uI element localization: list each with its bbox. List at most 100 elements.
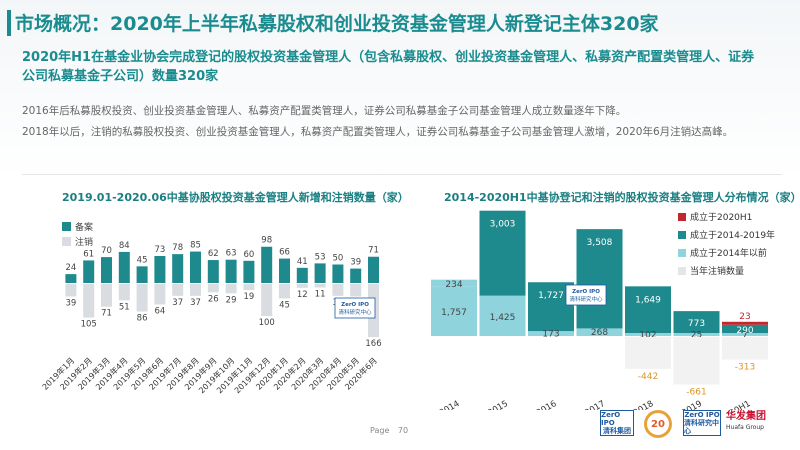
bar-before-2014 bbox=[576, 328, 623, 336]
data-label-cancel: -442 bbox=[638, 372, 658, 382]
data-label-before-2014: 25 bbox=[691, 331, 702, 341]
data-label-2014-2019: 773 bbox=[688, 319, 705, 329]
chart-logo-text: 清科研究中心 bbox=[569, 295, 603, 303]
legend-label: 成立于2020H1 bbox=[690, 211, 752, 223]
data-label-filing: 53 bbox=[315, 252, 326, 262]
bar-before-2014 bbox=[431, 286, 477, 336]
legend-swatch-filing bbox=[62, 222, 71, 231]
bar-2020h1 bbox=[722, 321, 768, 325]
data-label-filing: 66 bbox=[279, 248, 290, 258]
data-label-2014-2019: 1,727 bbox=[538, 291, 564, 301]
data-label-filing: 24 bbox=[65, 263, 76, 273]
x-tick-label: 2019 bbox=[680, 399, 704, 410]
bar-cancel bbox=[136, 284, 148, 312]
bar-before-2014 bbox=[625, 333, 671, 336]
chart-logo-frame bbox=[565, 284, 607, 306]
bar-filing bbox=[207, 260, 219, 283]
legend-swatch bbox=[678, 267, 686, 275]
bar-cancel bbox=[350, 284, 362, 297]
data-label-cancel: 86 bbox=[137, 314, 148, 324]
x-tick-label: 2014 bbox=[438, 399, 462, 410]
page-number: 70 bbox=[397, 426, 409, 435]
bar-cancel bbox=[261, 284, 273, 316]
x-tick-label: 2020H1 bbox=[719, 399, 753, 410]
data-label-cancel: 51 bbox=[119, 302, 130, 312]
bar-filing bbox=[172, 254, 184, 283]
page-title: 市场概况：2020年上半年私募股权和创业投资基金管理人新登记主体320家 bbox=[15, 13, 659, 35]
header-background bbox=[0, 0, 800, 180]
data-label-cancel: 105 bbox=[81, 320, 97, 330]
data-label-2014-2019: 290 bbox=[736, 326, 753, 336]
bar-2014-2019 bbox=[722, 324, 768, 333]
title-accent-bar bbox=[7, 10, 11, 36]
bar-filing bbox=[118, 251, 130, 283]
data-label-filing: 70 bbox=[101, 246, 112, 256]
bar-before-2014 bbox=[479, 295, 526, 336]
data-label-cancel: 45 bbox=[279, 300, 290, 310]
data-label-cancel: 37 bbox=[190, 298, 201, 308]
data-label-before-2014: 1,425 bbox=[490, 313, 516, 323]
bar-before-2014 bbox=[528, 331, 574, 336]
data-label-cancel: 100 bbox=[259, 318, 275, 328]
data-label-filing: 41 bbox=[297, 257, 308, 267]
bar-filing bbox=[279, 258, 290, 283]
data-label-filing: 84 bbox=[119, 241, 130, 251]
data-label-filing: 60 bbox=[243, 250, 254, 260]
data-label-cancel: 26 bbox=[208, 294, 219, 304]
bar-cancel bbox=[190, 284, 201, 296]
bar-cancel bbox=[279, 284, 290, 299]
x-tick-label: 2017 bbox=[583, 399, 607, 410]
chart-logo-text: ZerO IPO bbox=[572, 289, 600, 295]
chart-logo-frame bbox=[334, 297, 376, 319]
bar-cancel-stack bbox=[431, 279, 477, 287]
bar-filing bbox=[154, 255, 166, 283]
bar-cancel-negative bbox=[673, 337, 720, 385]
chart-logo-text: ZerO IPO bbox=[341, 302, 369, 308]
page-footer: Page 70 bbox=[370, 426, 408, 435]
legend-label-filing: 备案 bbox=[75, 221, 93, 233]
legend-swatch-cancel bbox=[62, 237, 71, 246]
bar-filing bbox=[136, 266, 148, 283]
data-label-2014-2019: 3,003 bbox=[490, 220, 516, 230]
bar-filing bbox=[243, 260, 255, 283]
data-label-filing: 39 bbox=[350, 258, 361, 268]
bar-cancel-negative bbox=[625, 337, 671, 369]
data-label-filing: 98 bbox=[261, 236, 272, 246]
section-divider bbox=[22, 174, 782, 175]
data-label-cancel: 29 bbox=[226, 295, 237, 305]
bar-cancel bbox=[83, 284, 95, 318]
data-label-filing: 61 bbox=[83, 249, 94, 259]
data-label-cancel: -661 bbox=[686, 388, 706, 398]
data-label-before-2014: 1,757 bbox=[441, 308, 467, 318]
data-label-before-2014: 102 bbox=[639, 331, 656, 341]
bar-2014-2019 bbox=[576, 229, 623, 329]
bar-filing bbox=[225, 259, 237, 283]
bar-filing bbox=[83, 260, 95, 283]
page-subtitle: 2020年H1在基金业协会完成登记的股权投资基金管理人（包含私募股权、创业投资基… bbox=[22, 50, 755, 84]
data-label-2020h1: 23 bbox=[739, 312, 750, 322]
bar-cancel bbox=[207, 284, 219, 293]
right-chart-title: 2014-2020H1中基协登记和注销的股权投资基金管理人分布情况（家） bbox=[444, 191, 800, 204]
x-tick-label: 2018 bbox=[632, 399, 656, 410]
data-label-cancel: -313 bbox=[735, 363, 755, 373]
zero2ipo-research-logo: ZerO IPO 清科研究中心 bbox=[683, 410, 721, 436]
x-tick-label: 2016 bbox=[535, 399, 559, 410]
chart-logo-text: 清科研究中心 bbox=[338, 308, 372, 316]
legend-label: 当年注销数量 bbox=[690, 265, 744, 277]
data-label-filing: 63 bbox=[226, 249, 237, 259]
bar-cancel bbox=[296, 284, 308, 288]
bar-filing bbox=[332, 264, 344, 283]
data-label-filing: 71 bbox=[368, 246, 379, 256]
bar-cancel bbox=[314, 284, 326, 288]
left-chart-title: 2019.01-2020.06中基协股权投资基金管理人新增和注销数量（家） bbox=[62, 191, 409, 204]
bar-2014-2019 bbox=[479, 210, 526, 296]
paragraph-2: 2018年以后，注销的私募股权投资、创业投资基金管理人，私募资产配置类管理人，证… bbox=[22, 126, 734, 138]
bar-cancel bbox=[101, 284, 112, 307]
data-label-cancel: 39 bbox=[65, 298, 76, 308]
data-label-2014-2019: 1,649 bbox=[635, 295, 661, 305]
bar-before-2014 bbox=[722, 333, 768, 336]
bar-before-2014 bbox=[673, 333, 720, 336]
data-label-filing: 50 bbox=[332, 254, 343, 264]
